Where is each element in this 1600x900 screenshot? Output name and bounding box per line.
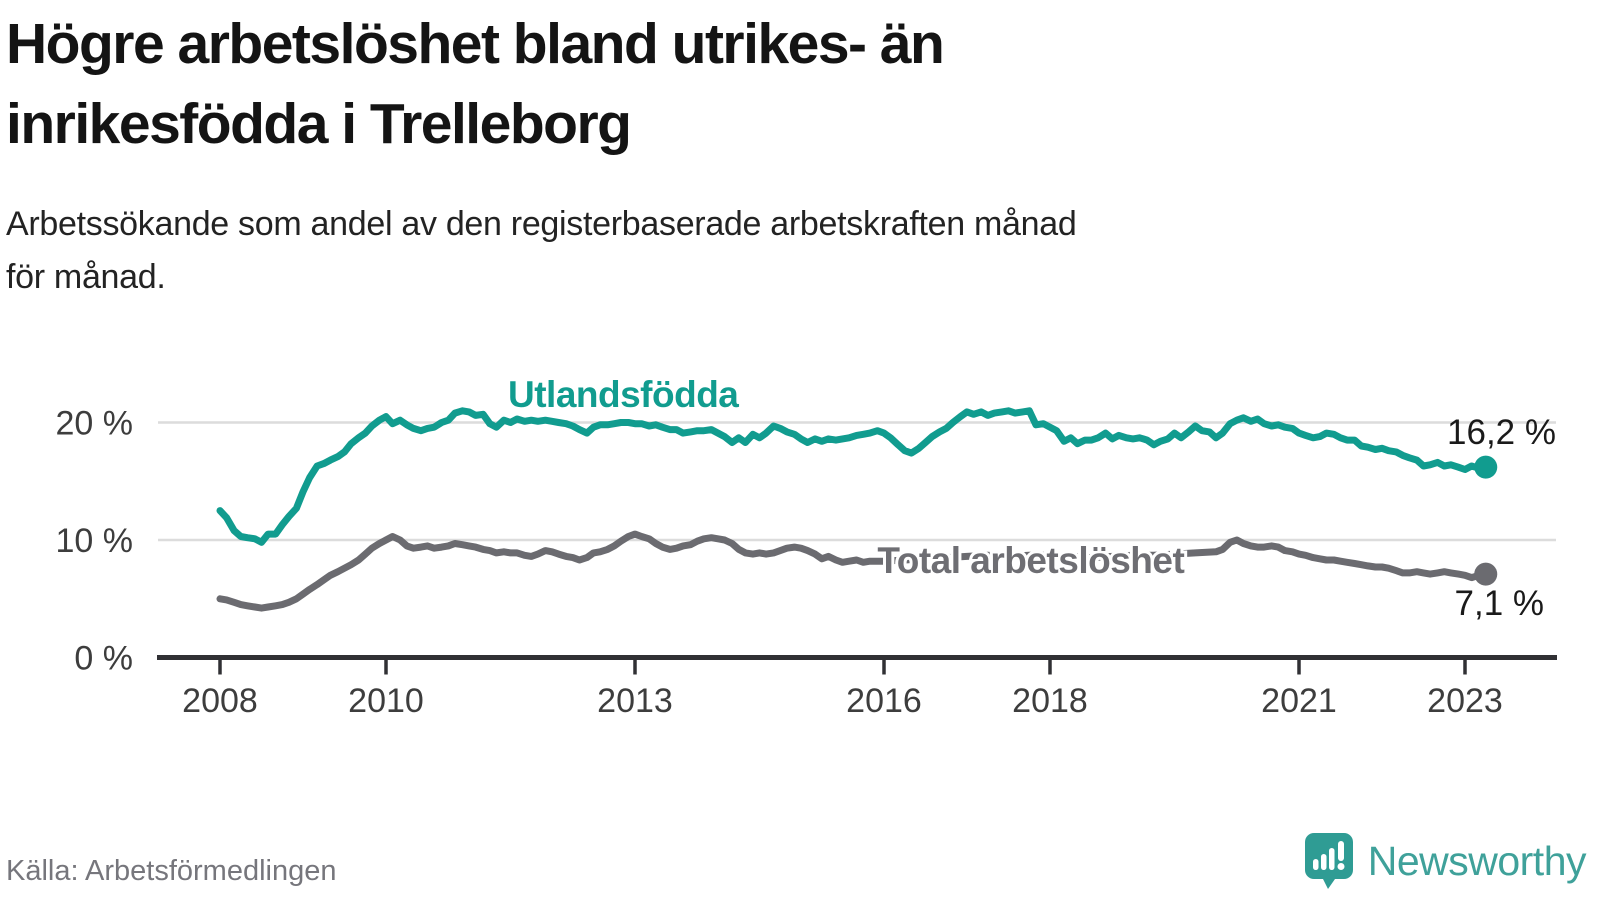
y-tick-label-20: 20 % — [56, 405, 134, 443]
x-tick-label-2023: 2023 — [1427, 682, 1503, 720]
chart-title-line1: Högre arbetslöshet bland utrikes- än — [6, 12, 945, 76]
x-tick-label-2013: 2013 — [597, 682, 673, 720]
chart-subtitle-line2: för månad. — [6, 258, 166, 296]
x-tick-label-2010: 2010 — [348, 682, 424, 720]
chart-title: Högre arbetslöshet bland utrikes- än inr… — [6, 4, 945, 164]
series-end-dot-total — [1474, 562, 1498, 586]
newsworthy-logo: Newsworthy — [1304, 832, 1587, 890]
source-note: Källa: Arbetsförmedlingen — [6, 855, 337, 887]
end-value-label-total: 7,1 % — [1455, 584, 1545, 623]
series-end-dot-utlandsfodda — [1474, 455, 1498, 479]
y-tick-label-0: 0 % — [74, 640, 133, 678]
chart-subtitle-line1: Arbetssökande som andel av den registerb… — [6, 205, 1077, 243]
chart-subtitle: Arbetssökande som andel av den registerb… — [6, 198, 1077, 304]
y-tick-label-10: 10 % — [56, 522, 134, 560]
brand-name: Newsworthy — [1367, 837, 1587, 884]
series-line-utlandsfodda — [216, 407, 1490, 546]
chart-title-line2: inrikesfödda i Trelleborg — [6, 92, 632, 156]
logo-bar-3 — [1328, 848, 1335, 870]
x-tick-label-2018: 2018 — [1012, 682, 1088, 720]
series-label-total: Total arbetslöshet — [877, 540, 1184, 581]
logo-exclamation-dot — [1337, 863, 1345, 870]
x-tick-label-2008: 2008 — [182, 682, 258, 720]
logo-bar-2 — [1320, 854, 1327, 870]
end-value-label-utlandsfodda: 16,2 % — [1447, 413, 1556, 452]
series-line-total — [216, 530, 1490, 612]
logo-bar-1 — [1312, 859, 1319, 870]
logo-exclamation-stem — [1337, 841, 1344, 861]
series-label-utlandsfodda: Utlandsfödda — [508, 374, 739, 415]
x-tick-label-2016: 2016 — [846, 682, 922, 720]
newsworthy-logo-icon — [1304, 833, 1353, 889]
x-tick-label-2021: 2021 — [1261, 682, 1337, 720]
line-chart-plot: 0 % 10 % 20 % 2008 2010 2013 2016 2018 2021 2023 U… — [56, 371, 1557, 720]
